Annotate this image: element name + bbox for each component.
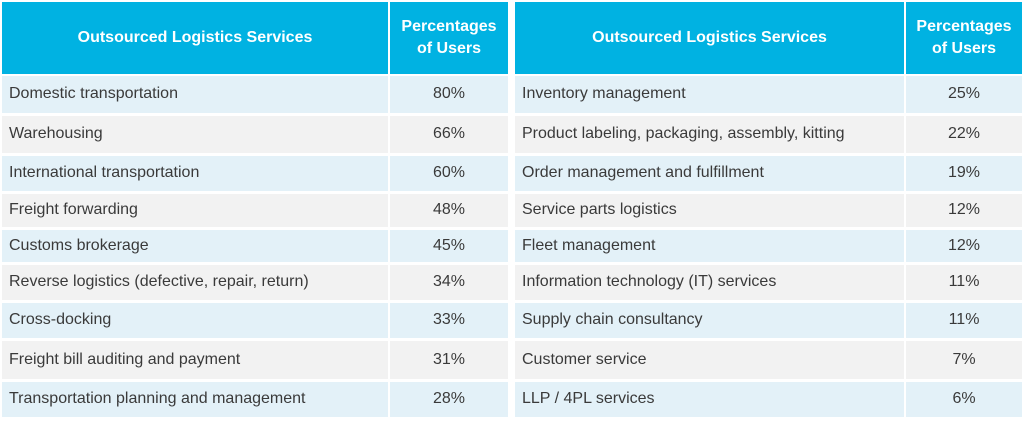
- service-cell: Service parts logistics: [515, 192, 906, 230]
- percent-cell: 7%: [905, 339, 1022, 382]
- table-row: Domestic transportation 80%: [2, 75, 508, 116]
- header-percent-line1: Percentages: [401, 18, 497, 35]
- table-row: Reverse logistics (defective, repair, re…: [2, 263, 508, 303]
- table-row: Supply chain consultancy 11%: [515, 301, 1022, 341]
- percent-cell: 33%: [389, 301, 508, 341]
- header-row: Outsourced Logistics Services Percentage…: [515, 2, 1022, 76]
- percent-cell: 28%: [389, 380, 508, 420]
- percent-cell: 6%: [905, 380, 1022, 420]
- header-services: Outsourced Logistics Services: [515, 2, 906, 76]
- service-cell: Cross-docking: [2, 301, 390, 341]
- percent-cell: 11%: [905, 301, 1022, 341]
- table-row: International transportation 60%: [2, 154, 508, 194]
- table-row: Fleet management 12%: [515, 228, 1022, 265]
- service-cell: International transportation: [2, 154, 390, 194]
- percent-cell: 12%: [905, 228, 1022, 265]
- header-percent-line1: Percentages: [916, 18, 1012, 35]
- percent-cell: 19%: [905, 154, 1022, 194]
- table-row: Cross-docking 33%: [2, 301, 508, 341]
- header-percent-line2: of Users: [931, 40, 997, 57]
- percent-cell: 48%: [389, 192, 508, 230]
- table-row: Inventory management 25%: [515, 75, 1022, 116]
- percent-cell: 45%: [389, 228, 508, 265]
- service-cell: Product labeling, packaging, assembly, k…: [515, 114, 906, 156]
- service-cell: Warehousing: [2, 114, 390, 156]
- percent-cell: 66%: [389, 114, 508, 156]
- table-row: Transportation planning and management 28…: [2, 380, 508, 420]
- service-cell: Customer service: [515, 339, 906, 382]
- logistics-table-right: Outsourced Logistics Services Percentage…: [515, 2, 1022, 420]
- table-row: Warehousing 66%: [2, 114, 508, 156]
- service-cell: Customs brokerage: [2, 228, 390, 265]
- table-row: Freight forwarding 48%: [2, 192, 508, 230]
- percent-cell: 80%: [389, 75, 508, 116]
- header-percent-line2: of Users: [416, 40, 482, 57]
- header-services: Outsourced Logistics Services: [2, 2, 390, 76]
- service-cell: Supply chain consultancy: [515, 301, 906, 341]
- table-row: LLP / 4PL services 6%: [515, 380, 1022, 420]
- percent-cell: 34%: [389, 263, 508, 303]
- header-percentages: Percentages of Users: [905, 2, 1022, 76]
- table-row: Customer service 7%: [515, 339, 1022, 382]
- percent-cell: 31%: [389, 339, 508, 382]
- table-row: Freight bill auditing and payment 31%: [2, 339, 508, 382]
- table-row: Customs brokerage 45%: [2, 228, 508, 265]
- table-row: Service parts logistics 12%: [515, 192, 1022, 230]
- percent-cell: 25%: [905, 75, 1022, 116]
- percent-cell: 60%: [389, 154, 508, 194]
- service-cell: Order management and fulfillment: [515, 154, 906, 194]
- table-row: Product labeling, packaging, assembly, k…: [515, 114, 1022, 156]
- service-cell: Freight bill auditing and payment: [2, 339, 390, 382]
- service-cell: LLP / 4PL services: [515, 380, 906, 420]
- table-row: Order management and fulfillment 19%: [515, 154, 1022, 194]
- percent-cell: 22%: [905, 114, 1022, 156]
- header-percentages: Percentages of Users: [389, 2, 508, 76]
- percent-cell: 12%: [905, 192, 1022, 230]
- logistics-table-left: Outsourced Logistics Services Percentage…: [2, 2, 508, 420]
- service-cell: Freight forwarding: [2, 192, 390, 230]
- service-cell: Reverse logistics (defective, repair, re…: [2, 263, 390, 303]
- table-row: Information technology (IT) services 11%: [515, 263, 1022, 303]
- service-cell: Information technology (IT) services: [515, 263, 906, 303]
- header-row: Outsourced Logistics Services Percentage…: [2, 2, 508, 76]
- service-cell: Transportation planning and management: [2, 380, 390, 420]
- service-cell: Inventory management: [515, 75, 906, 116]
- service-cell: Fleet management: [515, 228, 906, 265]
- service-cell: Domestic transportation: [2, 75, 390, 116]
- percent-cell: 11%: [905, 263, 1022, 303]
